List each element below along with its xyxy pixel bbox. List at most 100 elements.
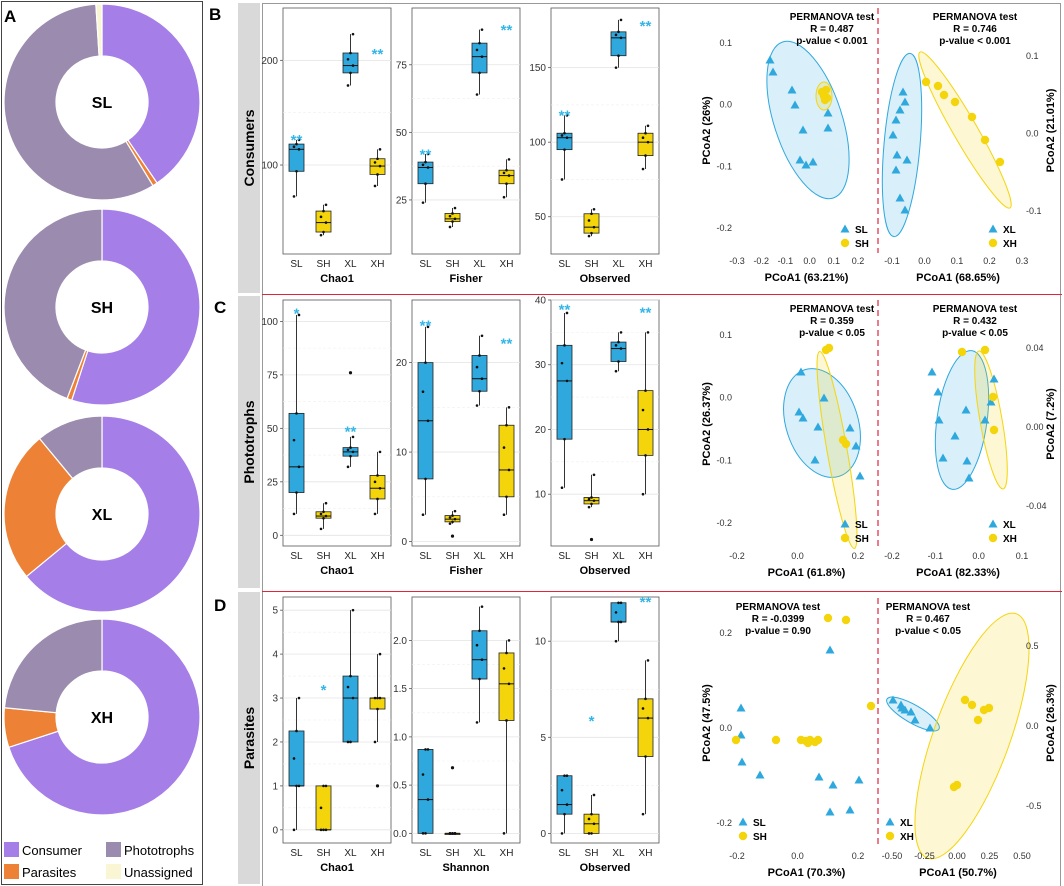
point-sl <box>808 157 818 166</box>
data-point <box>426 325 430 329</box>
data-point <box>617 360 620 363</box>
x-tick-label: XL <box>612 551 625 562</box>
data-point <box>324 784 328 788</box>
data-point <box>319 806 323 810</box>
data-point <box>297 784 301 788</box>
data-point <box>319 512 323 516</box>
data-point <box>480 334 484 338</box>
point-xl <box>888 130 898 139</box>
point-xh <box>988 392 998 402</box>
y-tick-label: 20 <box>396 358 408 369</box>
data-point <box>376 707 379 711</box>
data-point <box>565 311 569 315</box>
data-point <box>614 611 618 614</box>
data-point <box>297 148 301 151</box>
legend-label-sh: SH <box>855 239 869 250</box>
box-xh <box>637 390 654 456</box>
permanova-r-right: R = 0.432 <box>953 316 997 327</box>
data-point <box>351 64 355 67</box>
boxplot-2-observed: 10 20 30 40 SL SH XL XH ** ** Observed <box>535 296 660 577</box>
data-point <box>560 178 564 181</box>
significance-mark: ** <box>640 18 652 35</box>
data-point <box>563 774 566 778</box>
panel-letter-a: A <box>4 7 16 26</box>
donut-slice-xl-consumer <box>25 415 201 613</box>
point-xl <box>906 707 916 716</box>
data-point <box>505 423 508 427</box>
point-xl <box>961 405 971 414</box>
data-point <box>448 522 452 525</box>
donut-slice-xl-parasites <box>3 437 74 578</box>
boxplot-2-fisher: 0 10 20 SL SH XL XH ** ** Fisher <box>396 299 521 577</box>
data-point <box>644 154 647 157</box>
boxplot-3-shannon: 0.0 0.5 1.0 1.5 2.0 SL SH XL XH Shannon <box>393 596 521 874</box>
y-tick-label: 75 <box>396 60 408 71</box>
data-point <box>322 784 325 788</box>
pcoa-x-tick-right: 0.1 <box>951 256 964 266</box>
significance-mark: ** <box>345 423 357 440</box>
box-sl <box>288 412 305 493</box>
data-point <box>565 774 569 778</box>
pcoa-x-tick-left: 0.2 <box>852 256 865 266</box>
data-point <box>346 685 350 689</box>
data-point <box>641 408 645 412</box>
significance-mark: ** <box>559 301 571 318</box>
significance-mark: ** <box>559 107 571 124</box>
point-xh <box>967 700 977 710</box>
point-xh <box>984 703 994 713</box>
point-xh <box>921 77 931 87</box>
x-tick-label: XH <box>371 259 385 270</box>
data-point <box>324 203 328 207</box>
data-point <box>448 516 452 519</box>
data-point <box>480 605 484 608</box>
x-tick-label: XL <box>612 259 625 270</box>
data-point <box>451 220 454 223</box>
data-point <box>563 437 566 441</box>
legend-swatch-consumer <box>4 842 19 857</box>
point-xl <box>900 97 910 106</box>
pcoa-x-tick-left: -0.1 <box>778 256 794 266</box>
point-xl <box>989 374 999 383</box>
data-point <box>297 138 301 142</box>
legend-icon-sh <box>840 238 850 248</box>
data-point <box>426 419 430 423</box>
point-xh <box>980 345 990 355</box>
data-point <box>507 682 511 686</box>
point-xh <box>995 157 1005 167</box>
data-point <box>421 773 425 776</box>
data-point <box>619 331 623 334</box>
data-point <box>617 620 620 624</box>
y-tick-label: 50 <box>396 128 408 139</box>
significance-mark: ** <box>420 146 432 163</box>
metric-label: Fisher <box>449 565 483 577</box>
confidence-ellipse <box>974 350 1008 490</box>
data-point <box>565 114 569 117</box>
pcoa-y-tick-left: -0.2 <box>716 818 732 828</box>
data-point <box>297 696 301 700</box>
box-sl <box>556 132 573 151</box>
data-point <box>507 468 511 472</box>
data-point <box>448 225 452 229</box>
donut-slice-sh-phototrophs <box>3 208 103 400</box>
data-point <box>426 166 430 169</box>
metric-label: Observed <box>580 565 631 577</box>
pcoa-xlabel-right: PCoA1 (68.65%) <box>916 272 1000 284</box>
pcoa-y-tick-left: -0.2 <box>716 518 732 528</box>
pcoa-x-tick-left: 0.2 <box>852 851 865 861</box>
x-tick-label: XL <box>473 551 486 562</box>
box-xh <box>637 698 654 757</box>
pcoa-y-tick-left: 0.0 <box>719 100 732 110</box>
data-point <box>346 740 350 744</box>
data-point <box>644 755 647 758</box>
point-sl <box>855 471 865 480</box>
x-tick-label: XH <box>500 848 514 859</box>
x-tick-label: XL <box>473 848 486 859</box>
point-xh <box>939 90 949 100</box>
legend-icon-sl <box>840 519 850 528</box>
pcoa-x-tick-right: 0.2 <box>983 256 996 266</box>
data-point <box>619 601 623 605</box>
data-point <box>475 721 479 724</box>
data-point <box>351 32 355 36</box>
permanova-p-left: p-value = 0.90 <box>745 626 811 637</box>
data-point <box>324 501 328 505</box>
